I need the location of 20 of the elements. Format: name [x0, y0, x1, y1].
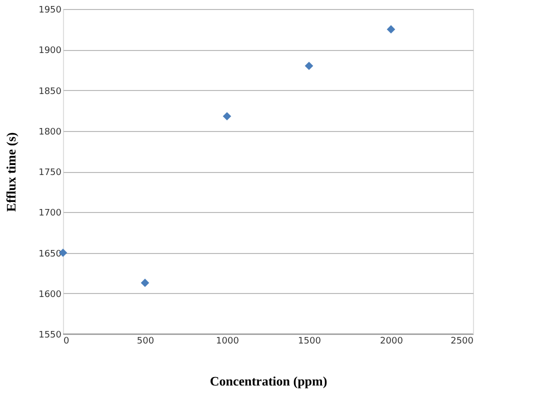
x-tick-label: 1500	[298, 336, 322, 346]
x-axis-title: Concentration (ppm)	[210, 374, 328, 388]
x-tick-label: 2500	[450, 336, 474, 346]
x-tick-label: 500	[136, 336, 154, 346]
point	[386, 25, 396, 34]
point	[304, 62, 314, 70]
point	[140, 278, 150, 287]
y-tick-label: 1550	[38, 330, 62, 340]
y-tick-label: 1950	[38, 6, 62, 16]
point	[222, 112, 232, 120]
y-tick-label: 1900	[38, 46, 62, 56]
y-tick-label: 1850	[38, 86, 62, 97]
y-tick-label: 1700	[38, 208, 62, 219]
x-tick-label: 2000	[380, 336, 404, 346]
y-tick-label: 1800	[38, 127, 62, 138]
y-axis-title: Efflux time (s)	[4, 132, 19, 212]
y-tick-label: 1600	[38, 290, 62, 300]
x-tick-label: 0	[64, 336, 70, 346]
x-tick-label: 1000	[216, 336, 240, 346]
y-tick-label: 1750	[38, 168, 62, 178]
